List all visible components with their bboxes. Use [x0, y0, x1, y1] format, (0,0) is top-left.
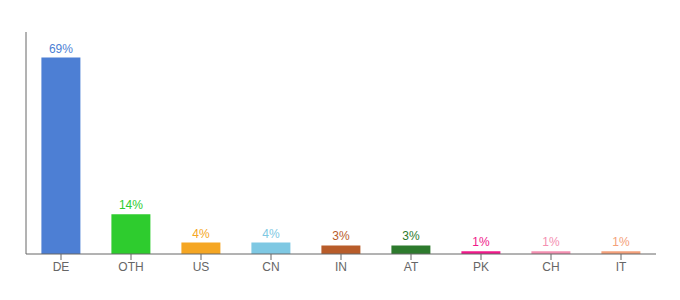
svg-text:DE: DE [53, 260, 70, 274]
svg-text:CH: CH [542, 260, 559, 274]
svg-text:14%: 14% [119, 198, 143, 212]
svg-text:4%: 4% [262, 227, 280, 241]
svg-text:US: US [193, 260, 210, 274]
svg-text:1%: 1% [612, 235, 630, 249]
svg-text:IT: IT [616, 260, 627, 274]
svg-text:1%: 1% [472, 235, 490, 249]
svg-text:PK: PK [473, 260, 489, 274]
svg-text:IN: IN [335, 260, 347, 274]
svg-text:OTH: OTH [118, 260, 143, 274]
svg-text:3%: 3% [332, 229, 350, 243]
svg-text:69%: 69% [49, 42, 73, 56]
svg-text:4%: 4% [192, 227, 210, 241]
svg-text:3%: 3% [402, 229, 420, 243]
svg-text:AT: AT [404, 260, 419, 274]
svg-text:1%: 1% [542, 235, 560, 249]
svg-text:CN: CN [262, 260, 279, 274]
